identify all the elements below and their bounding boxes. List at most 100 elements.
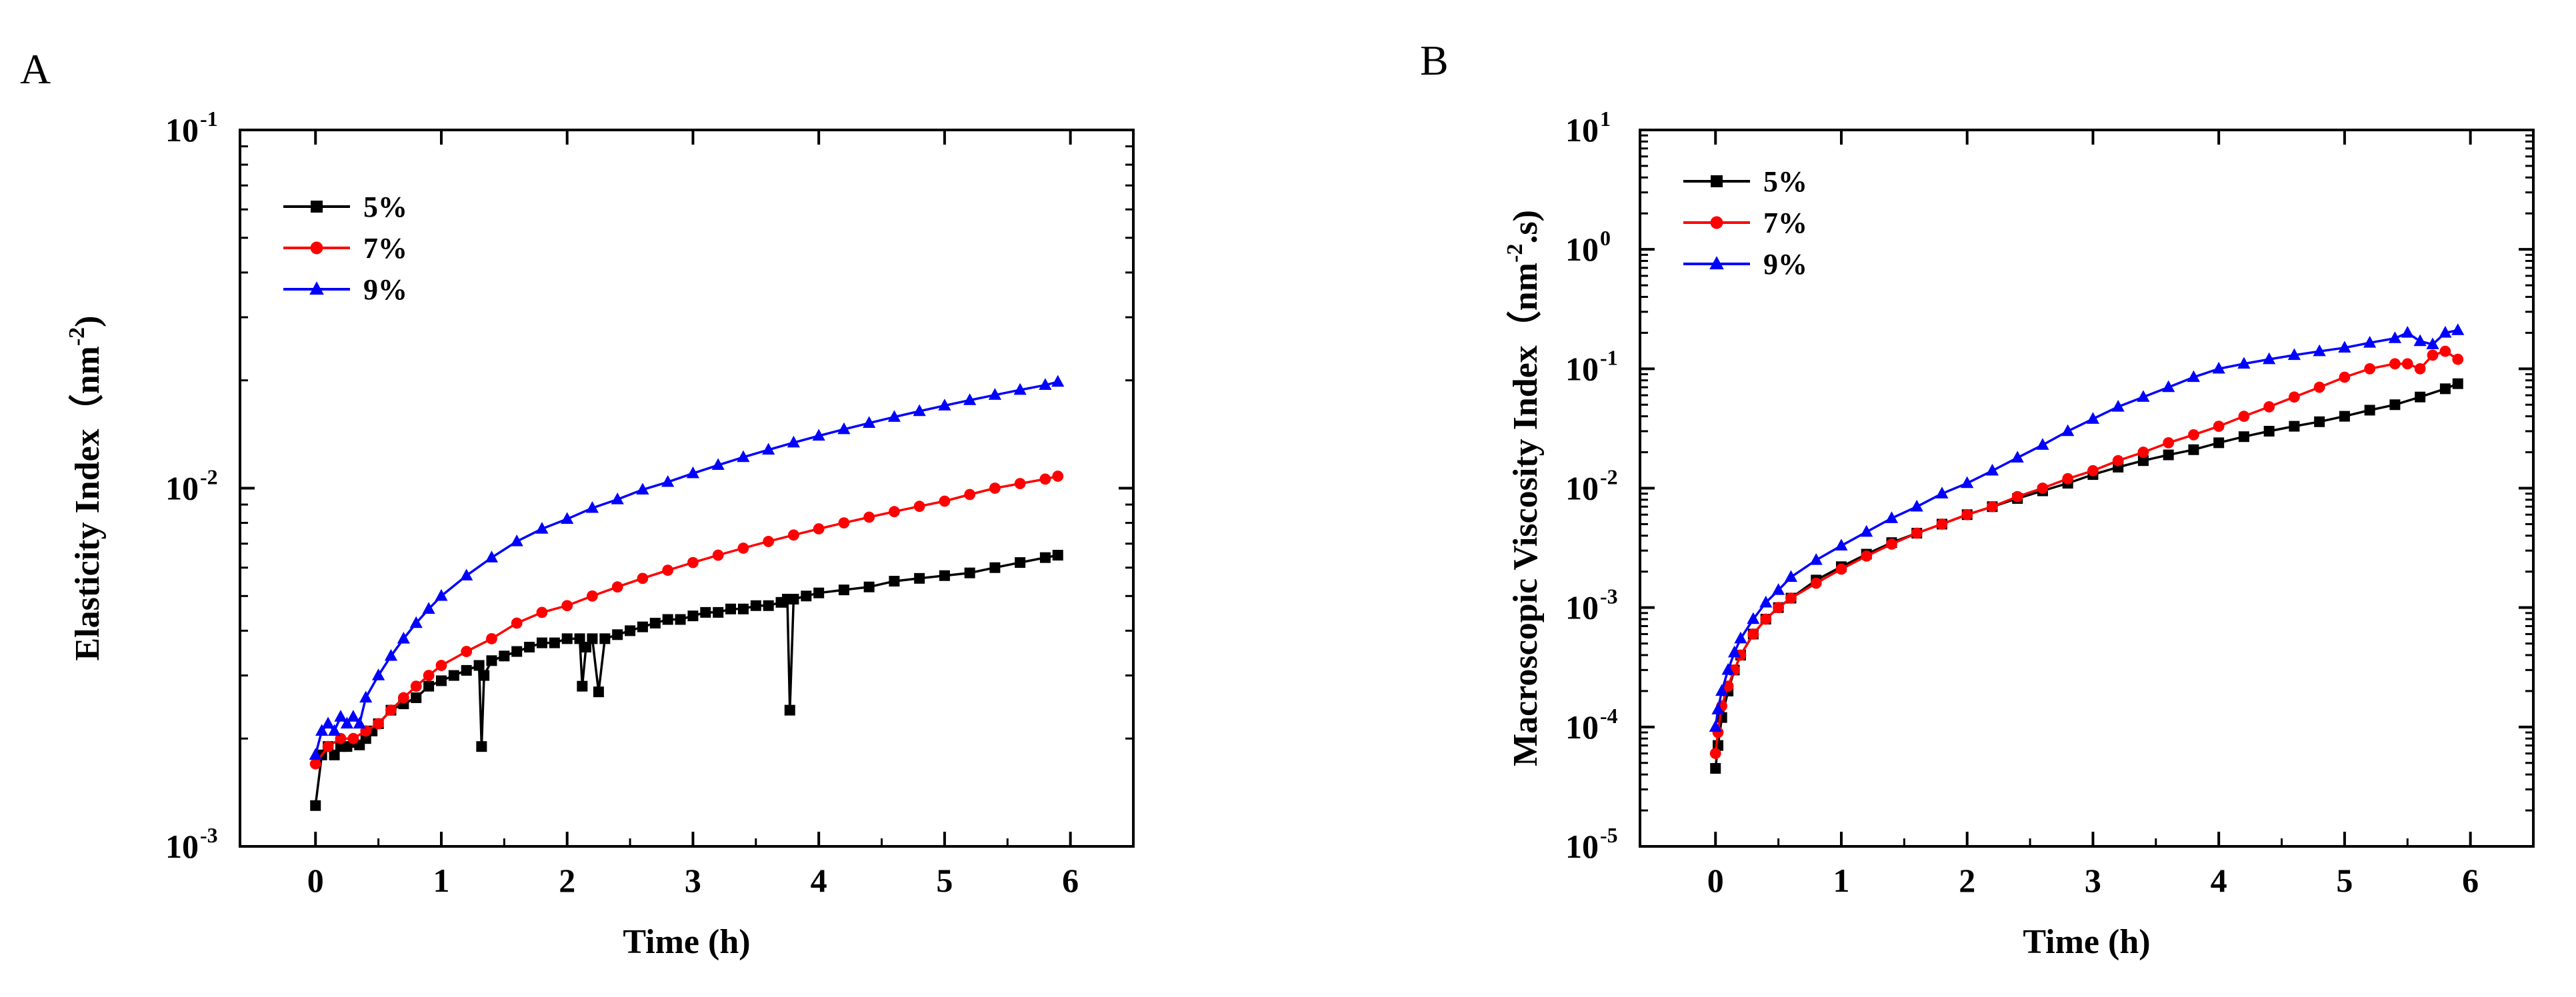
data-point — [2137, 447, 2149, 458]
data-point — [2087, 465, 2099, 477]
legend-entry: 9% — [283, 273, 407, 306]
data-point — [725, 603, 737, 614]
data-point — [353, 716, 366, 729]
data-point — [2364, 363, 2376, 375]
y-tick-exponent: -3 — [1600, 584, 1618, 608]
y-tick-label: 10 — [1565, 589, 1599, 626]
data-point — [1772, 583, 1785, 595]
data-point — [372, 668, 385, 680]
data-point — [649, 618, 661, 629]
y-axis-title-main: Elasticity Index（nm — [68, 346, 107, 660]
data-point — [2439, 383, 2451, 395]
data-point — [1759, 595, 1773, 608]
y-tick-exponent: -1 — [1600, 345, 1618, 369]
data-point — [587, 633, 598, 644]
x-tick-label: 2 — [1959, 862, 1975, 899]
data-point — [887, 410, 901, 422]
data-point — [2389, 358, 2401, 370]
data-point — [359, 690, 373, 703]
y-tick-label: 10 — [165, 470, 199, 507]
data-point — [2413, 334, 2427, 347]
series-line — [1714, 329, 2459, 728]
data-point — [561, 633, 573, 644]
x-tick-label: 0 — [1707, 862, 1724, 899]
data-point — [587, 590, 598, 602]
data-point — [2339, 411, 2350, 422]
data-point — [2452, 378, 2463, 389]
data-point — [1810, 577, 1822, 589]
data-point — [2238, 411, 2250, 423]
data-point — [1014, 478, 1026, 489]
data-point — [585, 500, 599, 513]
data-point — [763, 536, 775, 547]
data-point — [1052, 550, 1063, 561]
data-point — [397, 631, 410, 644]
data-point — [574, 633, 585, 644]
legend-entry: 7% — [283, 232, 407, 265]
data-point — [2415, 391, 2426, 403]
data-point — [593, 686, 604, 698]
data-point — [1051, 375, 1065, 387]
y-tick-label: 10 — [1565, 111, 1599, 149]
data-point — [838, 584, 849, 596]
data-point — [2338, 341, 2351, 353]
data-point — [327, 724, 341, 736]
data-point — [2011, 451, 2024, 463]
data-point — [784, 704, 795, 716]
x-tick-label: 2 — [559, 862, 575, 899]
data-point — [913, 404, 926, 417]
y-tick-label: 10 — [165, 111, 199, 149]
data-point — [2401, 325, 2414, 338]
x-tick-label: 1 — [1833, 862, 1849, 899]
data-point — [611, 581, 623, 593]
y-tick-exponent: -3 — [200, 823, 218, 847]
data-point — [321, 716, 335, 729]
y-axis-title-main: Macroscopic Viscosity Index（nm — [1506, 263, 1545, 766]
data-point — [662, 564, 674, 576]
data-point — [435, 660, 447, 671]
legend-entry: 5% — [1683, 165, 1807, 198]
data-point — [1709, 748, 1721, 759]
data-point — [750, 600, 761, 611]
data-point — [334, 710, 347, 722]
legend-entry: 7% — [1683, 207, 1807, 239]
data-point — [561, 600, 573, 612]
data-point — [801, 590, 812, 602]
data-point — [1711, 702, 1725, 714]
data-point — [637, 572, 649, 584]
legend-entry: 9% — [1683, 248, 1807, 281]
data-point — [938, 399, 951, 411]
data-point — [309, 758, 321, 770]
data-point — [2011, 491, 2023, 502]
data-point — [524, 641, 535, 652]
data-point — [536, 637, 547, 648]
data-point — [2388, 331, 2401, 343]
x-tick-label: 6 — [1062, 862, 1079, 899]
data-point — [611, 493, 624, 504]
data-point — [310, 241, 323, 255]
data-point — [963, 393, 977, 405]
data-point — [988, 388, 1001, 400]
data-point — [2314, 416, 2325, 427]
data-point — [2289, 421, 2300, 432]
data-point — [1711, 175, 1723, 187]
data-point — [1835, 538, 1848, 550]
data-point — [2086, 412, 2100, 424]
data-point — [636, 483, 649, 495]
data-point — [889, 576, 900, 587]
data-point — [1710, 216, 1723, 229]
data-point — [1039, 473, 1051, 485]
data-point — [2061, 424, 2075, 437]
series-7-percent — [309, 471, 1064, 770]
data-point — [2439, 325, 2452, 338]
data-point — [2212, 361, 2225, 374]
data-point — [2426, 337, 2439, 349]
x-tick-label: 5 — [2336, 862, 2353, 899]
data-point — [612, 629, 623, 640]
data-point — [309, 748, 322, 760]
data-point — [581, 641, 592, 652]
x-tick-label: 3 — [685, 862, 701, 899]
x-tick-label: 4 — [2211, 862, 2227, 899]
data-point — [561, 512, 574, 524]
data-point — [1015, 557, 1026, 568]
